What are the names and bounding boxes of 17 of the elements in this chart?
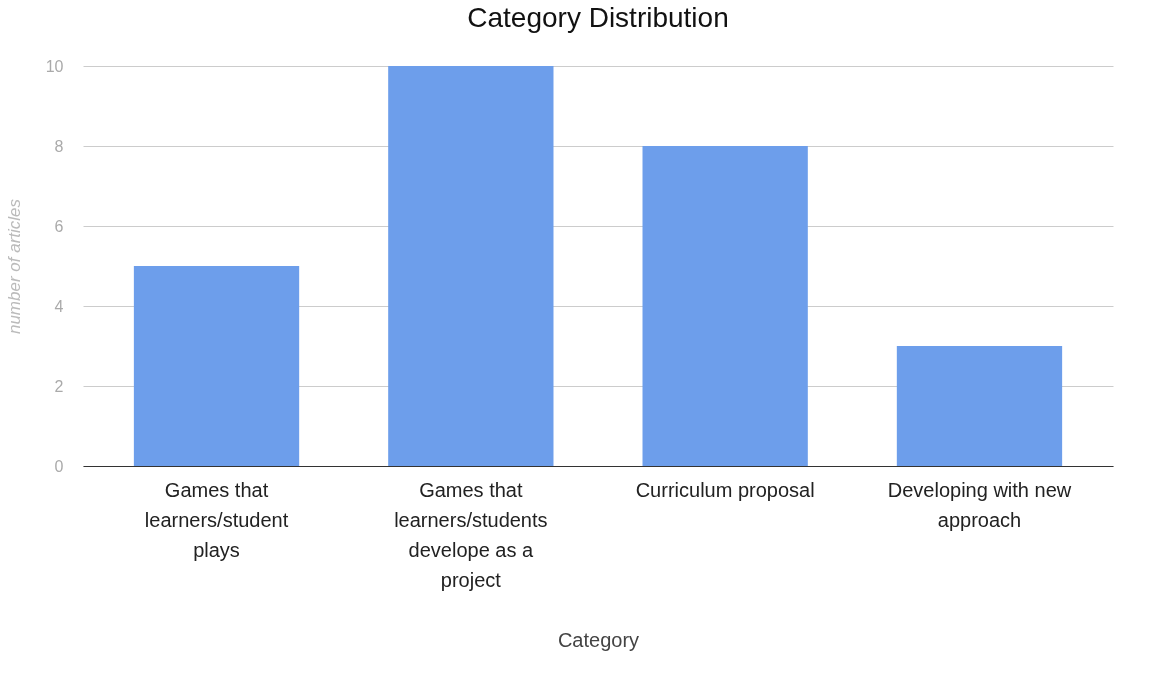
chart-title: Category Distribution: [467, 2, 729, 33]
bar: [642, 146, 808, 466]
y-tick-label: 0: [54, 457, 64, 475]
x-tick-label: Games that learners/student plays: [144, 478, 289, 561]
bar: [133, 266, 300, 466]
y-tick-label: 2: [54, 377, 64, 395]
y-tick-label: 6: [54, 217, 64, 235]
y-tick-label: 4: [54, 297, 64, 315]
x-tick-label: Developing with new approach: [887, 478, 1072, 531]
y-tick-label: 10: [45, 57, 64, 75]
bar: [896, 346, 1063, 466]
x-tick-label: Games that learners/students develope as a project: [394, 478, 548, 591]
y-axis-title: number of articles: [4, 198, 24, 335]
y-tick-label: 8: [54, 137, 64, 155]
x-tick-label: Curriculum proposal: [635, 478, 815, 501]
x-axis-title: Category: [557, 628, 640, 651]
bar: [388, 66, 554, 466]
